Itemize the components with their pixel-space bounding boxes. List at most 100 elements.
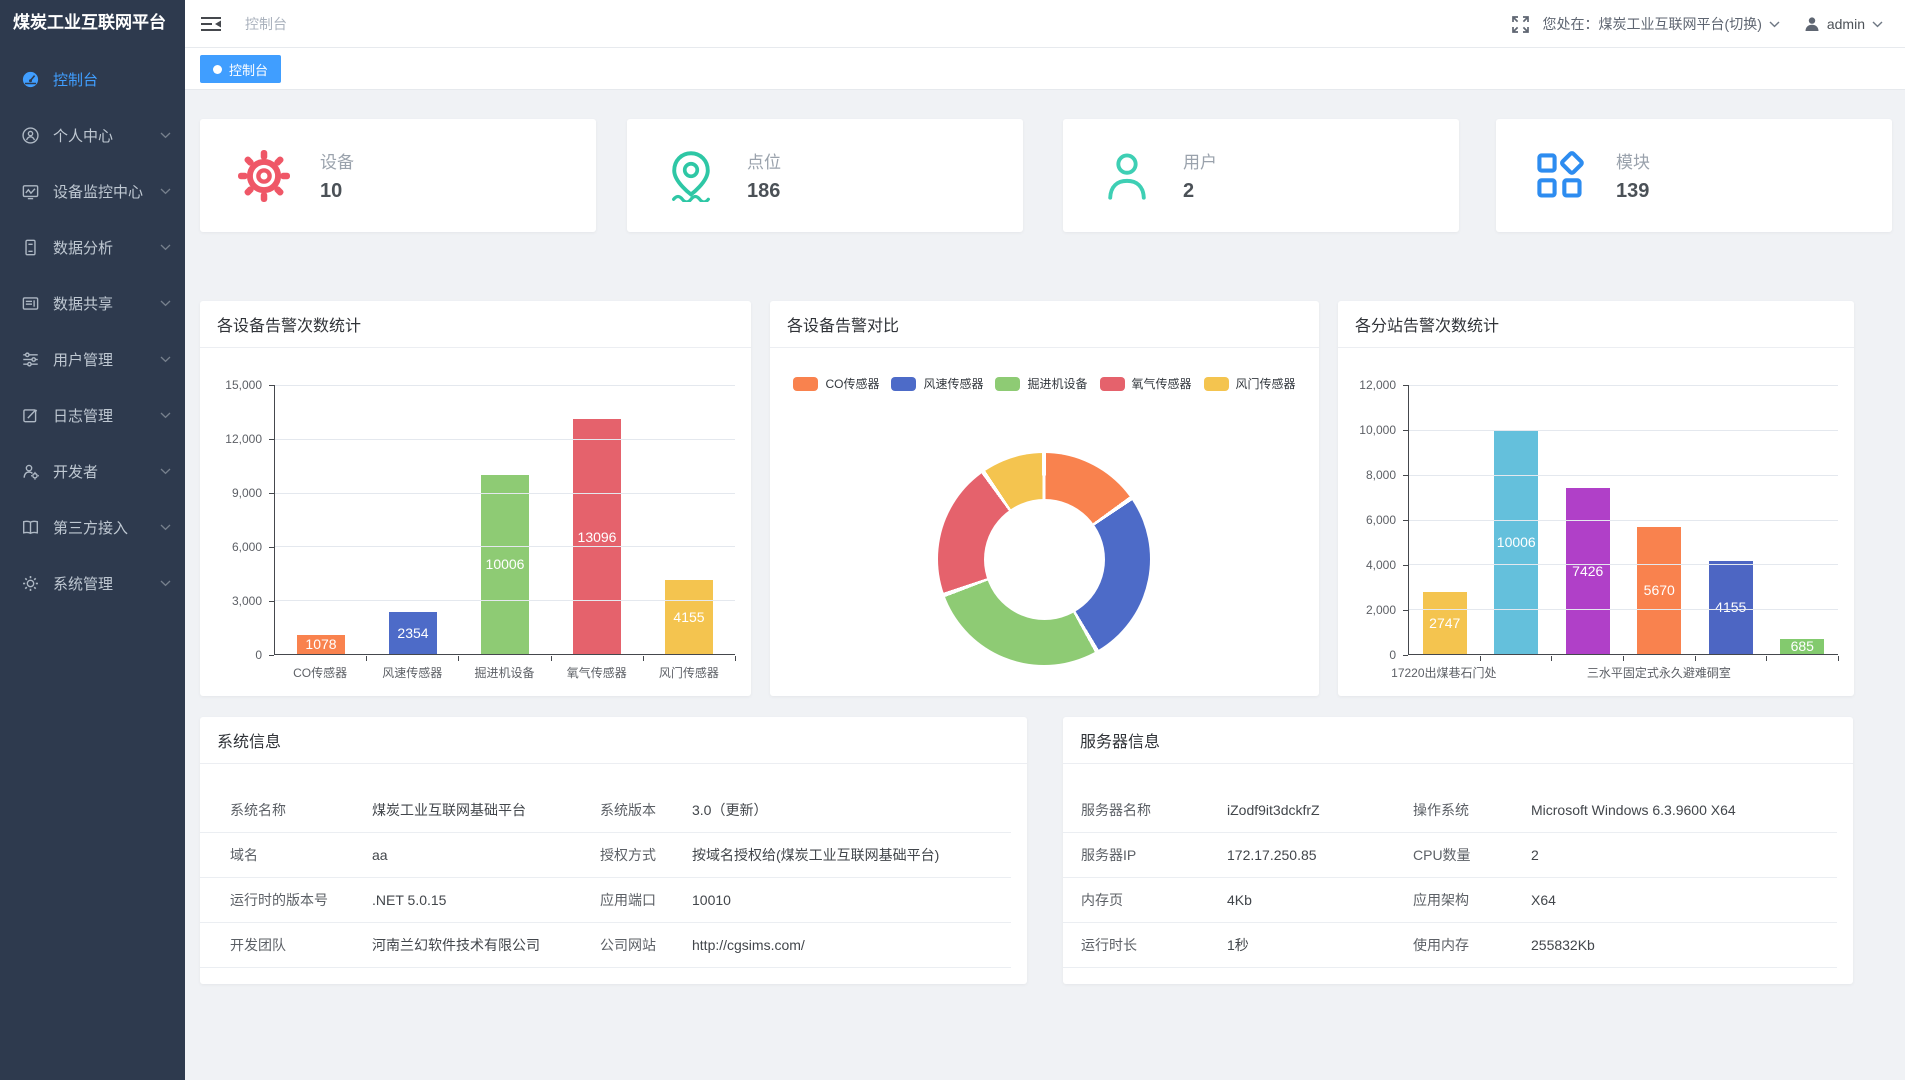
profile-icon — [22, 126, 39, 144]
legend-item-4[interactable]: 风门传感器 — [1203, 375, 1296, 392]
x-axis-tick — [1551, 656, 1553, 661]
bar-3[interactable]: 5670 — [1637, 526, 1682, 654]
tab-dashboard[interactable]: 控制台 — [200, 55, 282, 83]
chevron-down-icon — [160, 412, 171, 419]
collapse-menu-icon[interactable] — [201, 16, 221, 32]
bars: 2747 10006 7426 5670 4155 685 — [1409, 385, 1838, 654]
sidebar-item-6[interactable]: 日志管理 — [0, 387, 185, 443]
sidebar-item-4[interactable]: 数据共享 — [0, 275, 185, 331]
chevron-down-icon — [160, 132, 171, 139]
tab-label: 控制台 — [229, 62, 269, 78]
chevron-down-icon — [160, 300, 171, 307]
sidebar-item-3[interactable]: 数据分析 — [0, 219, 185, 275]
breadcrumb[interactable]: 控制台 — [245, 15, 287, 32]
legend-item-0[interactable]: CO传感器 — [793, 375, 879, 392]
info-value: 2 — [1531, 847, 1539, 863]
legend-item-1[interactable]: 风速传感器 — [891, 375, 983, 392]
info-label: 应用端口 — [600, 892, 656, 908]
info-label: 应用架构 — [1413, 892, 1469, 908]
legend-item-3[interactable]: 氧气传感器 — [1099, 375, 1192, 392]
bar-2[interactable]: 7426 — [1565, 487, 1610, 654]
bar-1[interactable]: 10006 — [1494, 429, 1539, 654]
info-label: 公司网站 — [600, 937, 656, 953]
stat-card-value: 10 — [320, 180, 343, 202]
chevron-down-icon — [160, 244, 171, 251]
info-row: 运行时长 1秒 使用内存 255832Kb — [1063, 923, 1837, 968]
x-axis-tick — [1766, 656, 1768, 661]
device-monitor-icon — [22, 183, 39, 200]
legend-swatch — [793, 376, 819, 391]
bar-4[interactable]: 4155 — [665, 579, 713, 654]
bar-3[interactable]: 13096 — [573, 419, 621, 654]
stat-card-label: 模块 — [1616, 153, 1650, 172]
bar-slot: 685 — [1767, 385, 1839, 654]
location-pin-icon — [665, 150, 717, 202]
legend-item-2[interactable]: 掘进机设备 — [995, 375, 1088, 392]
user-dropdown[interactable]: admin — [1804, 16, 1883, 32]
sidebar-item-1[interactable]: 个人中心 — [0, 107, 185, 163]
bar-slot: 5670 — [1624, 385, 1696, 654]
device-alarm-donut-chart: CO传感器 风速传感器 掘进机设备 氧气传感器 风门传感器 — [770, 348, 1319, 696]
sidebar-item-label: 数据共享 — [53, 295, 114, 313]
chart-legend: CO传感器 风速传感器 掘进机设备 氧气传感器 风门传感器 — [770, 375, 1319, 392]
info-row: 服务器IP 172.17.250.85 CPU数量 2 — [1063, 833, 1837, 878]
tenant-switch-dropdown[interactable]: 您处在：煤炭工业互联网平台(切换) — [1543, 14, 1780, 34]
bar-0[interactable]: 1078 — [297, 634, 345, 654]
person-icon — [1101, 150, 1153, 202]
sidebar-item-0[interactable]: 控制台 — [0, 51, 185, 107]
stat-card-value: 2 — [1183, 180, 1195, 202]
user-management-icon — [22, 351, 39, 368]
plot-area: 1078 2354 10006 13096 4155 — [274, 385, 735, 655]
sidebar-item-2[interactable]: 设备监控中心 — [0, 163, 185, 219]
bar-value-label: 5670 — [1643, 582, 1675, 599]
sidebar-item-8[interactable]: 第三方接入 — [0, 499, 185, 555]
legend-label: 掘进机设备 — [1027, 377, 1088, 391]
bar-slot: 10006 — [459, 385, 551, 654]
sidebar-item-label: 数据分析 — [53, 239, 114, 257]
info-label: 系统版本 — [600, 802, 656, 818]
legend-label: CO传感器 — [825, 377, 880, 391]
info-label: 运行时长 — [1081, 937, 1137, 953]
gridline — [1409, 519, 1838, 521]
bar-4[interactable]: 4155 — [1708, 560, 1753, 654]
chevron-down-icon — [1872, 20, 1883, 28]
chevron-down-icon — [160, 524, 171, 531]
panel-title: 各分站告警次数统计 — [1338, 301, 1854, 348]
y-axis-label: 3,000 — [231, 594, 262, 608]
info-value: iZodf9it3dckfrZ — [1227, 802, 1320, 818]
sidebar-item-7[interactable]: 开发者 — [0, 443, 185, 499]
y-axis-tick — [1403, 565, 1408, 566]
y-axis-label: 8,000 — [1365, 468, 1396, 482]
bar-2[interactable]: 10006 — [481, 474, 529, 654]
x-axis-tick — [1623, 656, 1624, 661]
y-axis-tick — [269, 439, 274, 440]
x-axis-label: 风速传感器 — [382, 666, 443, 680]
fullscreen-expand-icon[interactable] — [1511, 15, 1529, 33]
x-axis-tick — [458, 656, 460, 661]
bar-slot: 2747 — [1409, 385, 1481, 654]
stat-card-label: 设备 — [320, 153, 354, 172]
info-row: 域名 aa 授权方式 按域名授权给(煤炭工业互联网基础平台) — [200, 833, 1011, 878]
info-value: 172.17.250.85 — [1227, 847, 1317, 863]
bar-value-label: 2747 — [1429, 615, 1461, 632]
bar-slot: 2354 — [367, 385, 459, 654]
gridline — [275, 438, 735, 440]
bar-slot: 4155 — [643, 385, 735, 654]
info-label: 域名 — [230, 847, 258, 863]
device-alarm-count-panel: 各设备告警次数统计 15,000 12,000 9,000 6,000 3,000 0 10… — [200, 301, 751, 696]
bar-1[interactable]: 2354 — [389, 611, 437, 654]
bar-5[interactable]: 685 — [1780, 638, 1825, 655]
station-alarm-count-panel: 各分站告警次数统计 12,000 10,000 8,000 6,000 4,000 2,0… — [1338, 301, 1854, 696]
bar-value-label: 685 — [1790, 638, 1814, 655]
info-label: 服务器名称 — [1081, 802, 1151, 818]
bar-value-label: 2354 — [397, 624, 429, 641]
sidebar-item-9[interactable]: 系统管理 — [0, 555, 185, 611]
bar-slot: 4155 — [1695, 385, 1767, 654]
bar-0[interactable]: 2747 — [1422, 592, 1467, 654]
x-axis-labels: CO传感器 风速传感器 掘进机设备 氧气传感器 风门传感器 — [274, 664, 735, 681]
sidebar-item-5[interactable]: 用户管理 — [0, 331, 185, 387]
server-info-table: 服务器名称 iZodf9it3dckfrZ 操作系统 Microsoft Window… — [1063, 764, 1853, 968]
panel-title: 服务器信息 — [1063, 717, 1853, 764]
y-axis-label: 6,000 — [1365, 513, 1396, 527]
stat-card-value: 186 — [747, 180, 781, 202]
